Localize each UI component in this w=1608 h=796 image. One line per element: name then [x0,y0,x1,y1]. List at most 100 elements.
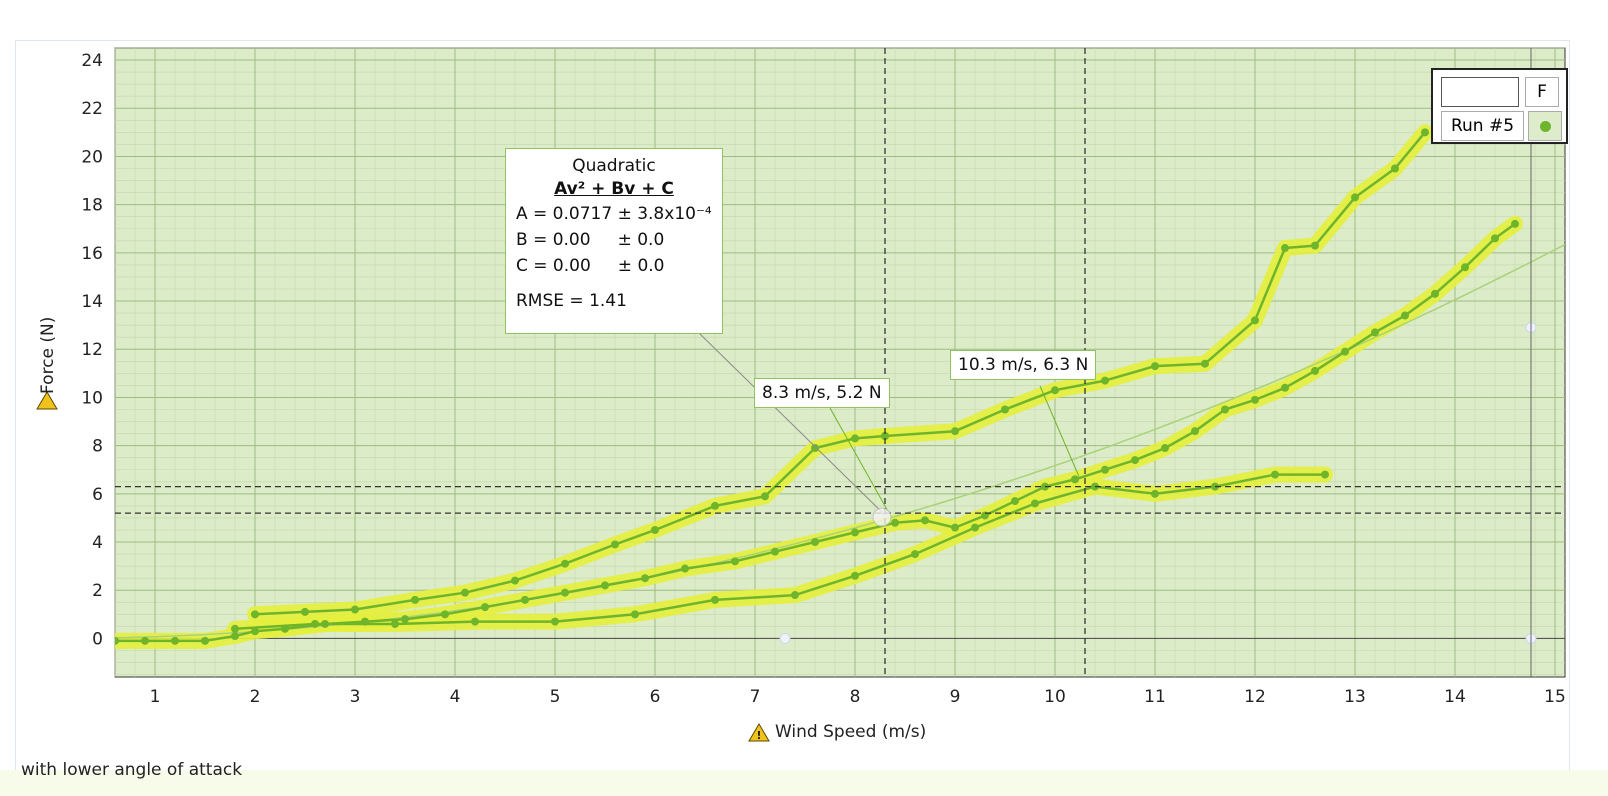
series-line-1[interactable] [254,434,886,616]
data-point[interactable] [1391,164,1399,173]
fit-coefficient-a: A = 0.0717 ± 3.8x10⁻⁴ [516,204,712,224]
x-tick-label: 4 [450,687,461,707]
data-point[interactable] [1351,193,1359,202]
data-point[interactable] [1131,456,1139,465]
data-point[interactable] [141,636,149,645]
data-point[interactable] [1421,128,1429,137]
data-point[interactable] [771,547,779,556]
data-point[interactable] [761,492,769,501]
legend-run-label[interactable]: Run #5 [1441,111,1524,141]
data-point[interactable] [791,591,799,600]
data-point[interactable] [681,564,689,573]
legend-header: F [1525,77,1559,107]
data-point[interactable] [811,444,819,453]
data-point[interactable] [711,595,719,604]
data-point[interactable] [561,559,569,568]
data-point[interactable] [651,525,659,534]
data-point[interactable] [561,588,569,597]
data-point[interactable] [351,605,359,614]
data-point[interactable] [251,627,259,636]
legend-swatch[interactable] [1528,111,1562,141]
data-point[interactable] [951,523,959,532]
data-point[interactable] [1311,366,1319,375]
data-point[interactable] [401,615,409,624]
data-point[interactable] [1491,234,1499,243]
data-point[interactable] [851,434,859,443]
data-point[interactable] [971,523,979,532]
data-point[interactable] [611,540,619,549]
data-point[interactable] [391,619,399,628]
data-point[interactable] [1071,475,1079,484]
data-point[interactable] [881,432,889,441]
data-point[interactable] [201,636,209,645]
data-point[interactable] [1001,405,1009,414]
data-point[interactable] [1051,386,1059,395]
data-point[interactable] [1281,244,1289,253]
data-point[interactable] [1031,499,1039,508]
data-point[interactable] [1461,263,1469,272]
data-point[interactable] [1321,470,1329,479]
data-point[interactable] [1511,219,1519,228]
data-point[interactable] [461,588,469,597]
data-point[interactable] [911,550,919,559]
range-handle[interactable] [779,632,791,644]
data-point[interactable] [1221,405,1229,414]
x-tick-label: 12 [1244,687,1266,707]
data-point[interactable] [601,581,609,590]
data-point[interactable] [1251,316,1259,325]
crosshair-intersection[interactable] [872,507,892,527]
x-tick-label: 3 [350,687,361,707]
data-point[interactable] [811,538,819,547]
data-point[interactable] [441,610,449,619]
data-point[interactable] [951,427,959,436]
data-point[interactable] [891,518,899,527]
data-point[interactable] [631,610,639,619]
data-point[interactable] [1311,241,1319,250]
data-point[interactable] [711,501,719,510]
warning-icon [36,391,58,410]
data-point[interactable] [1191,427,1199,436]
data-point[interactable] [231,624,239,633]
data-point[interactable] [641,574,649,583]
data-point[interactable] [551,617,559,626]
data-point[interactable] [1341,347,1349,356]
data-point[interactable] [171,636,179,645]
data-point[interactable] [1151,489,1159,498]
data-point[interactable] [1271,470,1279,479]
data-point[interactable] [1151,362,1159,371]
data-point[interactable] [1281,383,1289,392]
data-point[interactable] [1201,359,1209,368]
data-point[interactable] [1371,328,1379,337]
data-point[interactable] [731,557,739,566]
crosshair-readout-1[interactable]: 8.3 m/s, 5.2 N [754,378,890,408]
data-point[interactable] [1161,444,1169,453]
data-point[interactable] [1101,376,1109,385]
data-point[interactable] [1401,311,1409,320]
data-point[interactable] [251,610,259,619]
x-tick-label: 14 [1444,687,1466,707]
data-point[interactable] [1011,497,1019,506]
x-tick-label: 13 [1344,687,1366,707]
data-point[interactable] [481,603,489,612]
data-point[interactable] [301,607,309,616]
y-tick-label: 22 [81,99,103,119]
crosshair-readout-2[interactable]: 10.3 m/s, 6.3 N [950,350,1097,380]
data-point[interactable] [311,619,319,628]
data-point[interactable] [511,576,519,585]
fit-coefficient-c: C = 0.00 ± 0.0 [516,256,665,276]
data-point[interactable] [851,528,859,537]
data-point[interactable] [1251,395,1259,404]
tick-labels: 1 2 3 4 5 6 7 8 9 10 11 12 13 14 150246810121416182022… [81,51,1565,707]
curve-fit-box[interactable]: Quadratic Av² + Bv + C A = 0.0717 ± 3.8x… [505,148,723,334]
data-point[interactable] [231,632,239,641]
data-point[interactable] [1101,465,1109,474]
data-point[interactable] [521,595,529,604]
data-point[interactable] [471,617,479,626]
data-point[interactable] [921,516,929,525]
data-point[interactable] [411,595,419,604]
data-point[interactable] [1431,289,1439,298]
data-point[interactable] [851,571,859,580]
legend[interactable]: F Run #5 [1431,68,1568,144]
data-point[interactable] [111,636,119,645]
